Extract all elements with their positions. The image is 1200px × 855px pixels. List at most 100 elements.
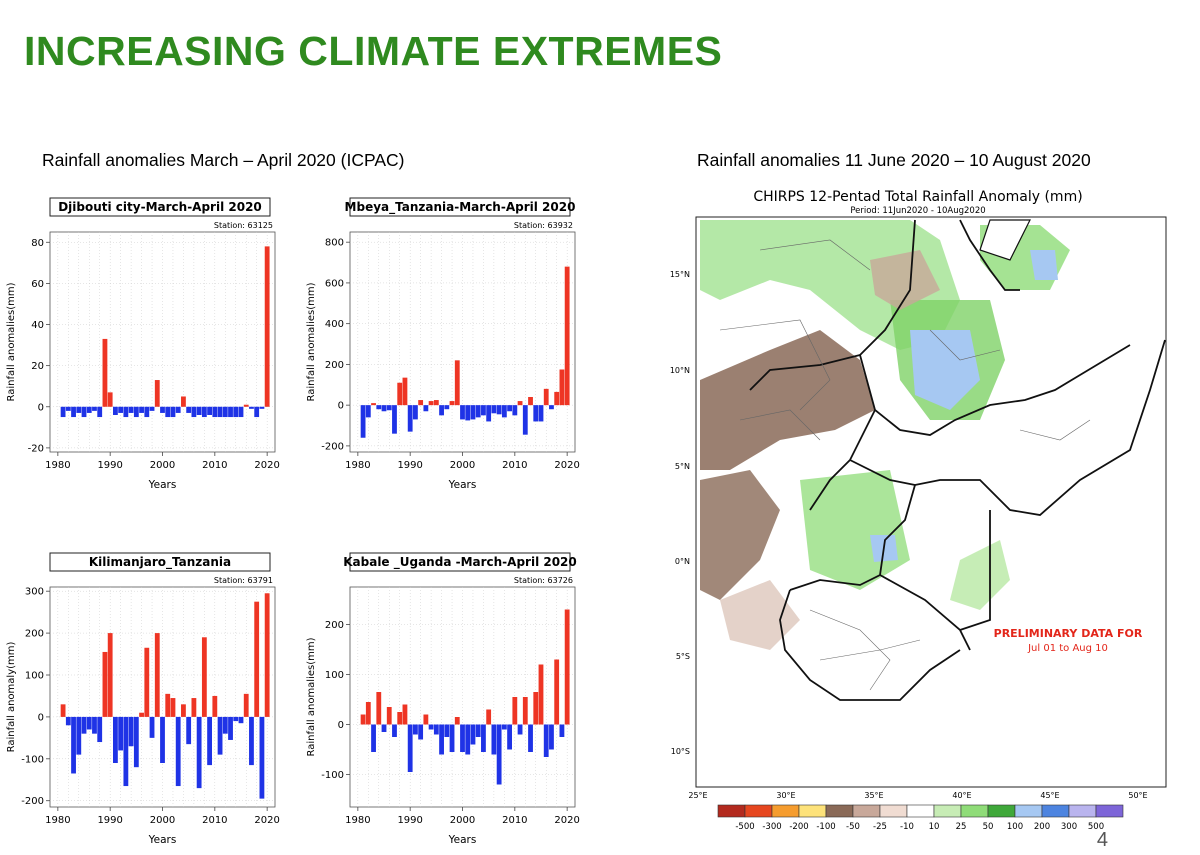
y-tick-label: 200 <box>325 620 344 631</box>
bar <box>128 716 134 747</box>
bar <box>97 406 103 418</box>
bar <box>496 405 502 415</box>
right-section-title: Rainfall anomalies 11 June 2020 – 10 Aug… <box>697 150 1091 170</box>
chart-mbeya: Mbeya_Tanzania-March-April 2020 Station: … <box>306 197 580 491</box>
legend-swatch <box>771 804 800 818</box>
lat-label: 15°N <box>670 270 690 279</box>
bar <box>460 405 465 420</box>
chart-title-box <box>49 552 271 572</box>
bar <box>428 401 434 406</box>
bar <box>376 692 382 725</box>
chart-title-box <box>49 197 271 217</box>
bar <box>181 704 186 717</box>
bar <box>543 388 549 406</box>
bar <box>259 716 265 799</box>
bar <box>418 400 424 406</box>
lat-label: 10°S <box>671 747 690 756</box>
bar <box>528 724 533 752</box>
bar <box>149 406 155 411</box>
legend-label: -500 <box>735 822 754 830</box>
bar <box>454 360 460 406</box>
bar <box>559 369 565 406</box>
preliminary-dates: Jul 01 to Aug 10 <box>1027 643 1108 654</box>
bar <box>222 716 228 734</box>
bar <box>554 391 560 406</box>
bar <box>481 724 486 752</box>
bar <box>170 406 176 418</box>
lat-label: 5°S <box>676 652 690 661</box>
bar <box>65 716 71 726</box>
bar <box>423 714 429 725</box>
legend-label: -10 <box>900 822 914 830</box>
bar <box>533 405 539 422</box>
bar <box>507 724 512 750</box>
bar <box>217 406 223 418</box>
legend-swatch <box>1014 804 1043 818</box>
bar <box>207 716 212 766</box>
lon-label: 50°E <box>1128 791 1147 800</box>
bar <box>81 406 87 418</box>
legend-swatch <box>1095 804 1124 818</box>
y-tick-label: -200 <box>21 796 44 807</box>
station-label: Station: 63726 <box>514 576 573 585</box>
lon-label: 25°E <box>688 791 707 800</box>
bar <box>470 405 476 420</box>
bar <box>392 724 397 737</box>
bar <box>397 712 403 725</box>
bar <box>249 406 254 409</box>
bar <box>522 405 528 435</box>
bar <box>376 405 382 410</box>
y-axis-label: Rainfall anomalies(mm) <box>6 282 17 401</box>
bar <box>217 716 223 755</box>
y-tick-label: 300 <box>25 587 44 598</box>
bar <box>238 716 244 724</box>
x-tick-label: 1990 <box>97 815 122 826</box>
x-tick-label: 1980 <box>345 815 370 826</box>
x-tick-label: 2000 <box>450 815 475 826</box>
bar <box>402 704 408 725</box>
bar <box>243 693 249 717</box>
bar <box>454 717 460 725</box>
bar <box>76 406 82 413</box>
bar <box>212 695 218 717</box>
x-tick-label: 1990 <box>97 460 122 471</box>
lon-label: 45°E <box>1040 791 1059 800</box>
legend-label: 50 <box>983 822 994 830</box>
bar <box>397 382 403 406</box>
bar <box>191 698 197 717</box>
y-tick-label: 20 <box>31 361 44 372</box>
bar <box>233 716 239 722</box>
bar <box>175 406 181 413</box>
bar <box>259 406 265 409</box>
bar <box>92 406 97 411</box>
bar <box>191 406 197 418</box>
bar <box>254 406 260 418</box>
bar <box>371 403 376 406</box>
y-tick-label: 40 <box>31 320 44 331</box>
bar <box>102 651 108 717</box>
bar <box>386 405 392 411</box>
x-tick-label: 2010 <box>202 815 227 826</box>
bar <box>71 406 76 418</box>
bar <box>207 406 212 415</box>
bar <box>118 716 124 751</box>
bar <box>201 406 207 418</box>
bar <box>186 406 192 413</box>
bar <box>60 406 66 418</box>
left-section-title: Rainfall anomalies March – April 2020 (I… <box>42 150 405 170</box>
legend-label: 25 <box>956 822 967 830</box>
chart-title: Kilimanjaro_Tanzania <box>89 555 231 570</box>
bar <box>175 716 181 787</box>
bar <box>71 716 76 774</box>
bar <box>97 716 103 743</box>
legend-swatch <box>852 804 881 818</box>
bar <box>144 647 150 717</box>
x-tick-label: 2000 <box>150 815 175 826</box>
x-axis-label: Years <box>448 479 477 491</box>
x-tick-label: 2010 <box>202 460 227 471</box>
map-svg: CHIRPS 12-Pentad Total Rainfall Anomaly … <box>670 189 1167 832</box>
bar <box>465 405 471 421</box>
y-tick-label: 0 <box>38 712 44 723</box>
lon-label: 35°E <box>864 791 883 800</box>
bar <box>196 716 202 789</box>
